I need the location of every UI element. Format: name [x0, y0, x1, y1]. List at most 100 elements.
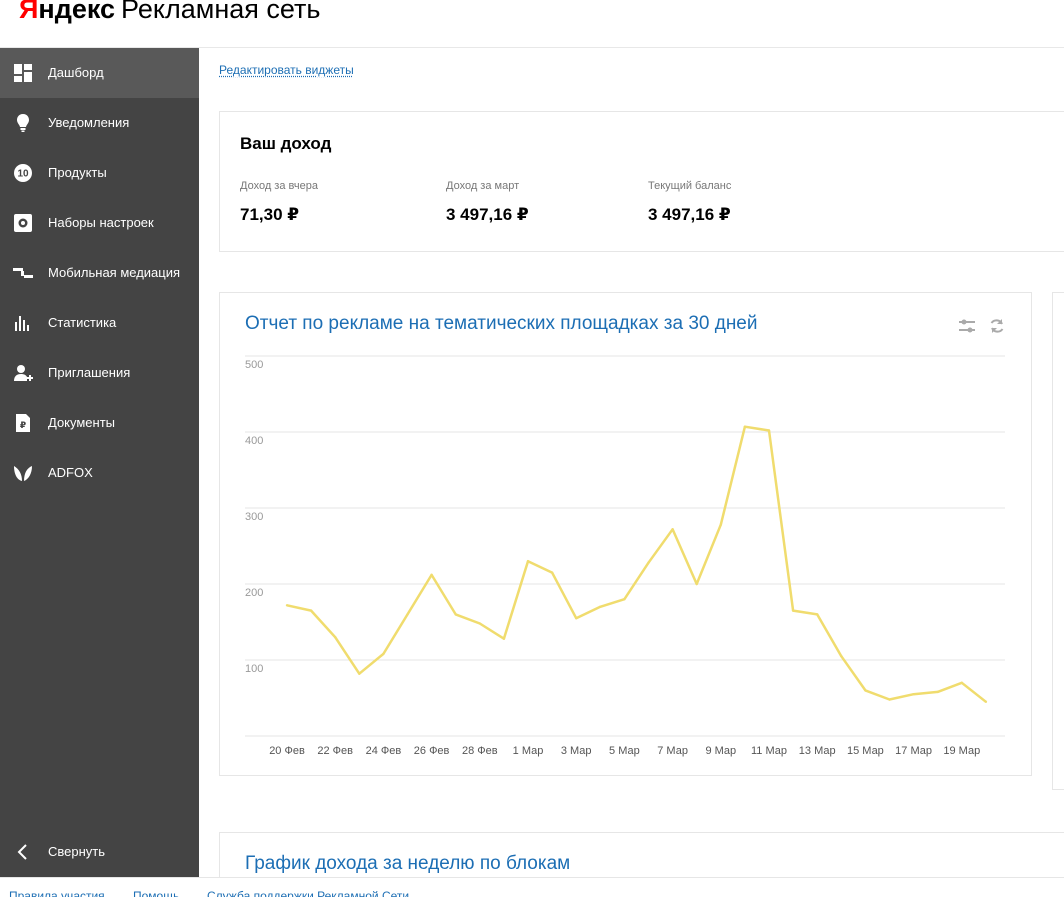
sidebar-item-documents[interactable]: ₽ Документы: [0, 398, 199, 448]
data-point: [960, 681, 963, 684]
data-point: [406, 613, 409, 616]
metric-month: Доход за март 3 497,16 ₽: [446, 180, 529, 225]
sidebar-item-statistics[interactable]: Статистика: [0, 298, 199, 348]
svg-text:₽: ₽: [20, 421, 26, 431]
products-icon: 10: [14, 164, 32, 182]
refresh-icon[interactable]: [988, 317, 1006, 335]
sidebar-item-label: Приглашения: [48, 365, 131, 380]
report-title: Отчет по рекламе на тематических площадк…: [245, 313, 758, 334]
income-widget: Ваш доход Доход за вчера 71,30 ₽ Доход з…: [219, 111, 1064, 252]
data-point: [936, 690, 939, 694]
x-tick-label: 19 Мар: [943, 745, 980, 757]
x-tick-label: 17 Мар: [895, 745, 932, 757]
sidebar-item-label: Продукты: [48, 165, 107, 180]
series-line: [286, 425, 987, 703]
logo-first-letter: Я: [19, 0, 39, 24]
data-point: [550, 571, 554, 574]
x-tick-label: 13 Мар: [799, 745, 836, 757]
data-point: [526, 560, 530, 563]
settings-icon: [14, 214, 32, 232]
svg-text:10: 10: [17, 169, 29, 180]
data-point: [695, 582, 698, 586]
x-tick-label: 3 Мар: [561, 745, 592, 757]
data-point: [912, 693, 915, 696]
x-tick-label: 1 Мар: [513, 745, 544, 757]
data-point: [334, 636, 337, 639]
data-point: [285, 604, 289, 607]
sidebar-item-adfox[interactable]: ADFOX: [0, 448, 199, 498]
sidebar-item-label: Статистика: [48, 315, 117, 330]
sidebar-item-label: ADFOX: [48, 465, 93, 480]
yandex-logo[interactable]: Яндекс Рекламная сеть: [19, 0, 320, 26]
document-icon: ₽: [16, 414, 30, 432]
x-tick-label: 7 Мар: [657, 745, 688, 757]
footer: Правила участия Помощь Служба поддержки …: [0, 877, 1064, 897]
sidebar: Дашборд Уведомления 10 Продукты Наборы н…: [0, 48, 199, 877]
sidebar-item-label: Документы: [48, 415, 116, 430]
metric-label: Доход за март: [446, 180, 520, 192]
data-point: [840, 655, 843, 658]
edit-widgets-link[interactable]: Редактировать виджеты: [219, 63, 354, 77]
sidebar-collapse-button[interactable]: Свернуть: [0, 827, 199, 877]
adfox-icon: [14, 466, 32, 481]
x-tick-label: 20 Фев: [269, 745, 305, 757]
sidebar-item-settings-sets[interactable]: Наборы настроек: [0, 198, 199, 248]
logo-brand: ндекс: [38, 0, 116, 24]
data-point: [575, 617, 578, 620]
collapse-label: Свернуть: [48, 844, 106, 859]
side-widget: [1052, 292, 1064, 790]
data-point: [647, 561, 650, 564]
footer-link-support[interactable]: Служба поддержки Рекламной Сети: [207, 889, 410, 897]
data-point: [767, 429, 771, 432]
bulb-icon: [17, 114, 29, 132]
x-tick-label: 22 Фев: [317, 745, 353, 757]
sidebar-item-dashboard[interactable]: Дашборд: [0, 48, 199, 98]
top-bar: Яндекс Рекламная сеть: [0, 0, 1064, 48]
sidebar-item-mobile-mediation[interactable]: Мобильная медиация: [0, 248, 199, 298]
data-point: [599, 605, 602, 608]
sidebar-item-products[interactable]: 10 Продукты: [0, 148, 199, 198]
main-content: Редактировать виджеты Ваш доход Доход за…: [199, 48, 1064, 892]
x-tick-label: 28 Фев: [462, 745, 498, 757]
sidebar-item-label: Дашборд: [48, 65, 104, 80]
data-point: [309, 609, 313, 612]
data-point: [816, 613, 819, 616]
data-point: [671, 528, 674, 531]
y-tick-label: 200: [245, 587, 263, 599]
data-point: [623, 598, 626, 601]
mediation-icon: [13, 268, 33, 278]
metric-balance: Текущий баланс 3 497,16 ₽: [648, 180, 731, 225]
x-tick-label: 5 Мар: [609, 745, 640, 757]
x-tick-label: 9 Мар: [705, 745, 736, 757]
x-tick-label: 24 Фев: [366, 745, 402, 757]
chevron-left-icon: [17, 844, 27, 860]
statistics-icon: [15, 316, 29, 331]
footer-link-rules[interactable]: Правила участия: [9, 889, 105, 897]
data-point: [888, 698, 891, 701]
data-point: [502, 637, 506, 640]
data-point: [358, 672, 361, 675]
metric-label: Текущий баланс: [648, 180, 732, 192]
x-tick-label: 26 Фев: [414, 745, 450, 757]
data-point: [478, 622, 481, 625]
y-tick-label: 500: [245, 359, 263, 371]
sidebar-item-label: Уведомления: [48, 115, 130, 130]
data-point: [382, 652, 385, 656]
report-chart: 100 200 300 400 500 20 Фев 22 Фев 24 Фев 26 Фев 2…: [245, 355, 1005, 757]
sidebar-item-invitations[interactable]: Приглашения: [0, 348, 199, 398]
sidebar-item-label: Наборы настроек: [48, 215, 154, 230]
chart-tools: [958, 317, 1006, 335]
y-tick-label: 300: [245, 511, 263, 523]
x-tick-label: 15 Мар: [847, 745, 884, 757]
sidebar-item-notifications[interactable]: Уведомления: [0, 98, 199, 148]
footer-link-help[interactable]: Помощь: [133, 889, 180, 897]
metric-yesterday: Доход за вчера 71,30 ₽: [240, 180, 318, 225]
x-tick-label: 11 Мар: [751, 745, 787, 757]
data-point: [430, 573, 433, 577]
logo-service-name: Рекламная сеть: [121, 0, 321, 24]
data-point: [743, 425, 747, 428]
invite-icon: [14, 365, 33, 381]
data-point: [719, 523, 722, 526]
metric-value: 3 497,16 ₽: [446, 205, 529, 224]
filter-sliders-icon[interactable]: [958, 317, 976, 335]
